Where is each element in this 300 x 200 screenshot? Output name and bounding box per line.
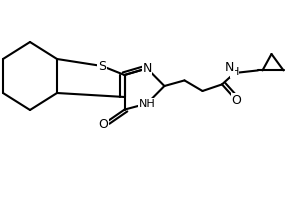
Text: N: N: [142, 62, 152, 75]
Text: H: H: [230, 67, 239, 77]
Text: O: O: [99, 118, 108, 132]
Text: S: S: [98, 60, 106, 72]
Text: N: N: [224, 61, 234, 74]
Text: O: O: [231, 94, 241, 106]
Text: NH: NH: [139, 99, 155, 109]
